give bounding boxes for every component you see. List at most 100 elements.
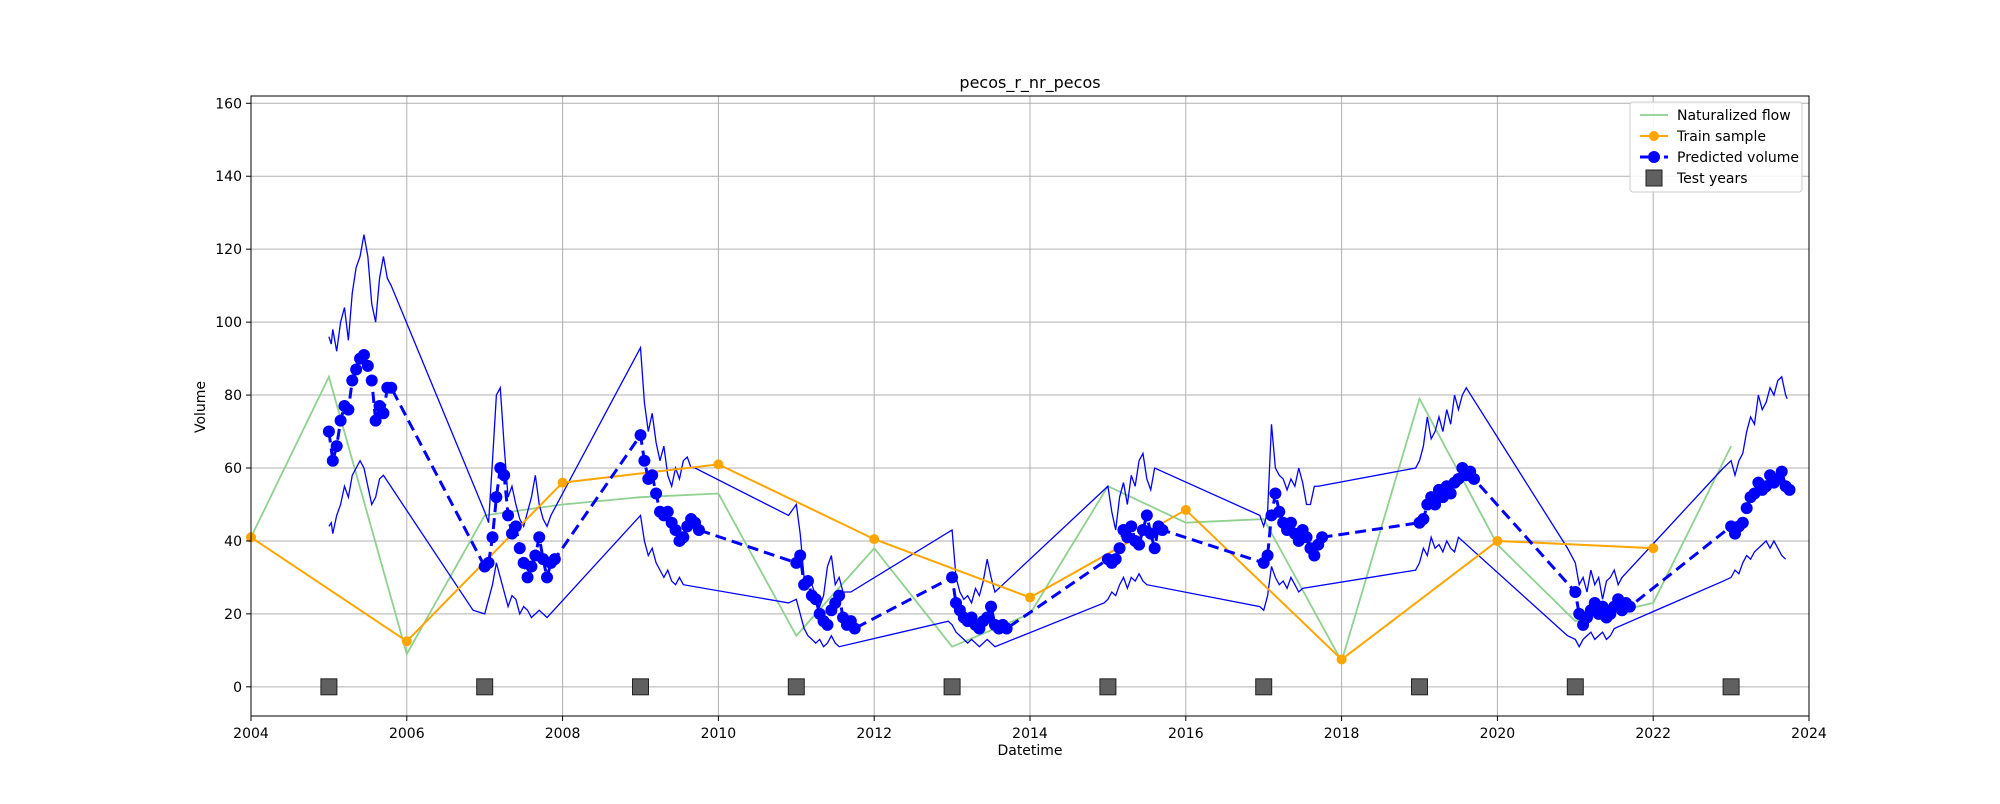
- predicted-volume-point: [533, 531, 546, 544]
- legend-predicted-swatch-marker: [1648, 151, 1660, 163]
- predicted-volume-point: [801, 575, 814, 588]
- chart-title: pecos_r_nr_pecos: [959, 73, 1100, 93]
- y-tick-label: 20: [224, 607, 242, 623]
- predicted-volume-point: [1273, 505, 1286, 518]
- y-tick-label: 60: [224, 461, 242, 477]
- predicted-volume-point: [377, 407, 390, 420]
- predicted-volume-point: [369, 414, 382, 427]
- x-tick-label: 2012: [856, 726, 892, 742]
- predicted-volume-point: [513, 542, 526, 555]
- test-year-marker: [476, 678, 494, 696]
- predicted-volume-point: [677, 531, 690, 544]
- train-sample-point: [713, 459, 724, 470]
- y-tick-label: 40: [224, 534, 242, 550]
- predicted-volume-point: [326, 454, 339, 467]
- train-sample-point: [869, 534, 880, 545]
- predicted-volume-point: [1269, 487, 1282, 500]
- predicted-volume-point: [1140, 509, 1153, 522]
- y-tick-label: 80: [224, 388, 242, 404]
- predicted-volume-point: [1468, 472, 1481, 485]
- predicted-volume-point: [1429, 498, 1442, 511]
- test-year-marker: [320, 678, 338, 696]
- x-tick-label: 2024: [1791, 726, 1827, 742]
- predicted-volume-point: [634, 429, 647, 442]
- test-year-marker: [1255, 678, 1273, 696]
- x-tick-label: 2010: [701, 726, 737, 742]
- predicted-volume-point: [1148, 542, 1161, 555]
- y-tick-label: 160: [215, 96, 242, 112]
- test-year-marker: [1411, 678, 1428, 696]
- predicted-volume-point: [1783, 483, 1796, 496]
- legend-test-swatch: [1645, 169, 1663, 187]
- predicted-volume-point: [502, 509, 515, 522]
- predicted-volume-point: [1284, 516, 1297, 529]
- predicted-volume-point: [1569, 586, 1582, 598]
- predicted-volume-point: [490, 491, 503, 504]
- predicted-volume-point: [1417, 513, 1430, 526]
- predicted-volume-point: [985, 600, 998, 613]
- predicted-volume-point: [1775, 465, 1788, 478]
- legend-label: Test years: [1676, 171, 1748, 187]
- axes: 2004 2006 2008 2010 2012 2014 2016 2018 2020 2022…: [215, 95, 1827, 742]
- predicted-volume-point: [509, 520, 522, 533]
- predicted-volume-point: [650, 487, 663, 500]
- predicted-volume-point: [1736, 516, 1749, 529]
- series-layer: [246, 234, 1796, 696]
- predicted-volume-point: [357, 348, 370, 361]
- predicted-volume-point: [330, 440, 343, 453]
- predicted-volume-point: [1300, 531, 1313, 544]
- predicted-volume-point: [809, 593, 822, 606]
- predicted-volume-point: [794, 549, 807, 562]
- y-axis-label: Volume: [193, 381, 209, 433]
- predicted-volume-point: [541, 571, 554, 584]
- predicted-volume-point: [848, 622, 861, 635]
- predicted-volume-point: [692, 524, 705, 536]
- predicted-volume-point: [385, 381, 398, 394]
- predicted-volume-point: [1113, 542, 1126, 555]
- y-tick-label: 140: [215, 169, 242, 185]
- train-sample-point: [1492, 535, 1503, 546]
- train-sample-point: [557, 477, 568, 488]
- predicted-volume-point: [548, 553, 561, 566]
- train-sample-point: [401, 636, 412, 647]
- predicted-volume-point: [981, 611, 994, 624]
- predicted-volume-point: [346, 374, 359, 387]
- train-sample-point: [1180, 504, 1191, 515]
- predicted-volume-point: [1596, 600, 1609, 613]
- predicted-volume-point: [1133, 538, 1146, 551]
- legend: Naturalized flow Train sample Predicted vo…: [1629, 101, 1803, 193]
- predicted-volume-point: [1000, 622, 1013, 635]
- predicted-volume-point: [821, 618, 834, 631]
- predicted-volume-line: [327, 352, 1791, 631]
- test-year-marker: [1566, 678, 1584, 696]
- legend-box: [1629, 101, 1803, 193]
- legend-label: Naturalized flow: [1677, 108, 1791, 124]
- predicted-volume-point: [365, 374, 378, 387]
- x-tick-label: 2004: [233, 726, 269, 742]
- train-sample-point: [1336, 654, 1347, 665]
- predicted-volume-point: [661, 505, 674, 518]
- x-tick-label: 2018: [1324, 726, 1360, 742]
- x-tick-label: 2008: [545, 726, 581, 742]
- x-tick-label: 2016: [1168, 726, 1204, 742]
- predicted-volume-point: [669, 524, 682, 536]
- predicted-volume-point: [498, 469, 511, 482]
- y-tick-label: 120: [215, 242, 242, 258]
- legend-label: Predicted volume: [1677, 150, 1799, 166]
- predicted-volume-point: [1316, 531, 1329, 544]
- predicted-volume-point: [1308, 549, 1321, 562]
- predicted-lower-line: [328, 459, 1787, 649]
- predicted-volume-point: [1144, 527, 1157, 540]
- test-year-marker: [632, 678, 649, 696]
- naturalized-flow-line: [250, 374, 1732, 664]
- x-tick-label: 2022: [1635, 726, 1671, 742]
- predicted-volume-point: [946, 571, 959, 584]
- train-sample-point: [1025, 592, 1035, 603]
- test-year-marker: [943, 678, 961, 696]
- legend-label: Train sample: [1676, 129, 1766, 145]
- predicted-volume-point: [350, 363, 363, 376]
- plot-frame: [250, 95, 1810, 717]
- predicted-volume-point: [1109, 553, 1122, 566]
